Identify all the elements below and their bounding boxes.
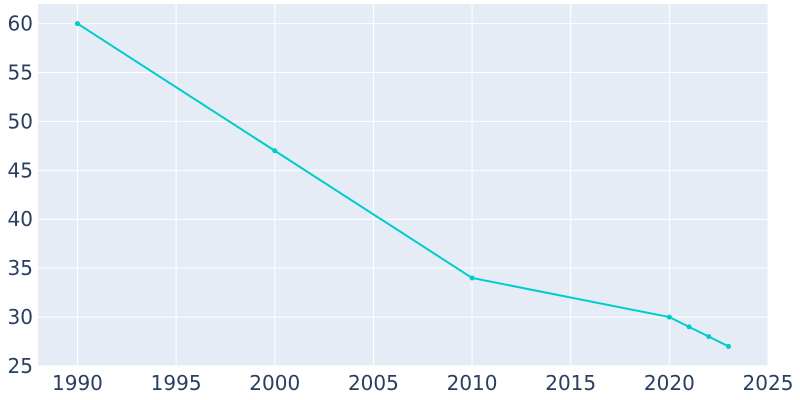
x-tick-label: 2005 xyxy=(348,371,399,395)
y-tick-label: 40 xyxy=(8,207,33,231)
data-point[interactable] xyxy=(74,21,80,27)
data-point[interactable] xyxy=(686,324,692,330)
y-tick-label: 55 xyxy=(8,60,33,84)
plot-area xyxy=(38,4,768,366)
y-tick-label: 35 xyxy=(8,256,33,280)
x-tick-label: 2025 xyxy=(743,371,794,395)
x-tick-label: 1990 xyxy=(52,371,103,395)
y-axis-ticks: 25 30 35 40 45 50 55 60 xyxy=(8,12,33,378)
y-tick-label: 45 xyxy=(8,158,33,182)
data-point[interactable] xyxy=(272,148,278,154)
x-axis-ticks: 1990 1995 2000 2005 2010 2015 2020 2025 xyxy=(52,371,793,395)
data-point[interactable] xyxy=(469,275,475,281)
y-tick-label: 30 xyxy=(8,305,33,329)
x-tick-label: 2020 xyxy=(644,371,695,395)
x-tick-label: 2000 xyxy=(249,371,300,395)
x-tick-label: 2015 xyxy=(545,371,596,395)
grid xyxy=(38,4,769,367)
series-layer xyxy=(74,21,732,349)
data-point[interactable] xyxy=(706,334,712,340)
data-point[interactable] xyxy=(726,343,732,349)
y-tick-label: 60 xyxy=(8,12,33,36)
x-tick-label: 1995 xyxy=(151,371,202,395)
data-point[interactable] xyxy=(666,314,672,320)
y-tick-label: 25 xyxy=(8,354,33,378)
y-tick-label: 50 xyxy=(8,109,33,133)
x-tick-label: 2010 xyxy=(447,371,498,395)
